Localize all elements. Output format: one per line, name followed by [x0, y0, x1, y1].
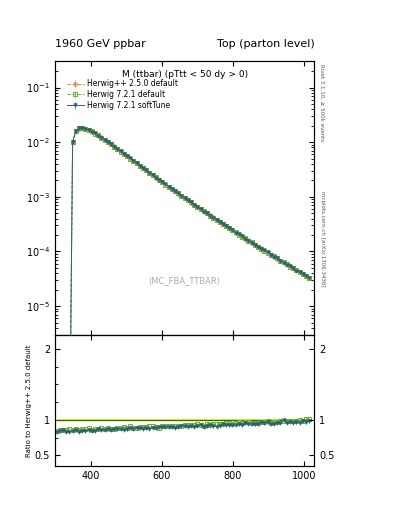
Text: Rivet 3.1.10, ≥ 500k events: Rivet 3.1.10, ≥ 500k events	[320, 64, 325, 141]
Text: Top (parton level): Top (parton level)	[217, 38, 314, 49]
Text: 1960 GeV ppbar: 1960 GeV ppbar	[55, 38, 146, 49]
Text: mcplots.cern.ch [arXiv:1306.3436]: mcplots.cern.ch [arXiv:1306.3436]	[320, 191, 325, 287]
Legend: Herwig++ 2.5.0 default, Herwig 7.2.1 default, Herwig 7.2.1 softTune: Herwig++ 2.5.0 default, Herwig 7.2.1 def…	[64, 76, 181, 113]
Text: (MC_FBA_TTBAR): (MC_FBA_TTBAR)	[149, 276, 221, 286]
Y-axis label: Ratio to Herwig++ 2.5.0 default: Ratio to Herwig++ 2.5.0 default	[26, 344, 32, 457]
Text: M (ttbar) (pTtt < 50 dy > 0): M (ttbar) (pTtt < 50 dy > 0)	[122, 70, 248, 79]
